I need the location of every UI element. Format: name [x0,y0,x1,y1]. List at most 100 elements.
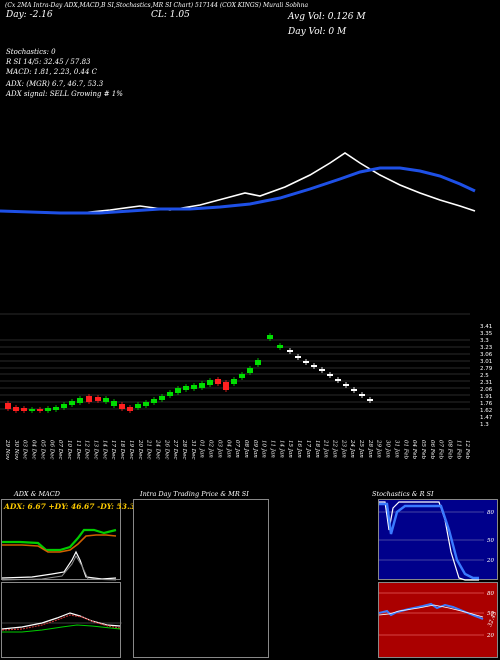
date-tick: 26 Dec [163,439,169,460]
price-tick: 2.79 [480,366,493,372]
date-tick: 08 Jan [243,440,249,458]
date-tick: 14 Dec [101,440,107,460]
date-tick: 11 Jan [270,440,276,458]
rsi-value: 32.45 [487,610,498,627]
date-tick: 10 Jan [261,440,267,458]
adx-panel-title: ADX & MACD [14,490,60,498]
price-tick: 3.35 [480,331,493,337]
date-tick: 17 Jan [305,440,311,458]
adx-line-grey [1,554,117,581]
rsi-tick-50: 50 [487,611,494,617]
date-tick: 08 Feb [447,440,453,460]
date-tick: 30 Nov [13,440,19,461]
date-tick: 11 Feb [455,440,461,460]
price-tick: 2.06 [480,387,493,393]
macd-mini-panel [1,582,122,658]
price-tick: 3.23 [480,345,493,351]
mini-macd-line [1,612,121,630]
date-tick: 09 Jan [252,440,258,458]
stoch-tick-50: 50 [487,538,494,544]
date-tick: 20 Dec [137,439,143,460]
stoch-k-line [379,501,479,581]
date-tick: 11 Dec [75,440,81,460]
close-price: CL: 1.05 [151,10,190,20]
mini-signal-line [1,614,121,631]
date-axis: 29 Nov 30 Nov 03 Dec 04 Dec 05 Dec 06 Dec 07 D… [4,439,470,461]
date-tick: 17 Dec [110,440,116,460]
price-tick: 1.62 [480,408,492,414]
price-tick: 1.76 [480,401,493,407]
adx-panel-readout: ADX: 6.67 +DY: 46.67 -DY: 53.33 [4,502,140,511]
date-tick: 12 Feb [464,440,470,460]
price-tick: 2.31 [480,380,492,386]
date-tick: 10 Dec [66,440,72,460]
stochastics-readout: Stochastics: 0 [6,48,56,56]
date-tick: 01 Feb [402,440,408,460]
date-tick: 05 Dec [39,440,45,460]
day-change: Day: -2.16 [6,10,53,20]
mini-hist-line [2,624,121,633]
date-tick: 28 Dec [181,439,187,460]
date-tick: 18 Dec [119,440,125,460]
date-tick: 01 Jan [199,440,205,458]
stoch-d-line [379,502,479,580]
date-tick: 16 Jan [296,440,302,458]
macd-chart [0,152,476,215]
rsi-readout: R SI 14/5: 32.45 / 57.83 [6,58,91,66]
date-tick: 07 Dec [57,440,63,460]
date-tick: 14 Jan [278,440,284,458]
price-tick: 3.3 [480,338,489,344]
date-tick: 27 Dec [172,439,178,460]
adx-panel: ADX: 6.67 +DY: 46.67 -DY: 53.33 [1,499,140,581]
price-axis: 3.413.353.33.233.063.012.792.52.312.061.… [480,324,493,428]
date-tick: 18 Jan [314,440,320,458]
chart-header-title: (Cx 2MA Intra-Day ADX,MACD,B SI,Stochast… [5,2,309,9]
date-tick: 19 Dec [128,440,134,460]
date-tick: 06 Feb [429,440,435,460]
date-tick: 31 Dec [190,440,196,460]
stoch-panel-title: Stochastics & R SI [372,490,434,498]
plus-di-line [2,528,117,552]
date-tick: 30 Jan [385,440,391,458]
date-tick: 07 Jan [234,440,240,458]
date-tick: 12 Dec [84,440,90,460]
price-tick: 3.01 [480,359,492,365]
date-tick: 13 Dec [93,440,99,460]
price-tick: 3.41 [480,324,492,330]
stochastics-panel: 80 50 20 [378,499,498,581]
date-tick: 22 Jan [331,439,337,458]
rsi-line [378,602,484,620]
date-tick: 23 Jan [340,439,346,458]
price-tick: 1.3 [480,422,489,428]
rsi-line-white [378,604,484,618]
signal-line [0,152,476,214]
date-tick: 31 Jan [393,440,399,458]
date-tick: 15 Jan [287,440,293,458]
price-tick: 2.5 [480,373,489,379]
date-tick: 21 Jan [323,439,329,458]
minus-di-line [2,534,117,553]
date-tick: 24 Dec [154,439,160,460]
adx-signal-readout: ADX signal: SELL Growing # 1% [6,90,123,98]
date-tick: 07 Feb [438,440,444,460]
date-tick: 04 Jan [225,440,231,458]
date-tick: 03 Jan [216,440,222,458]
date-tick: 04 Feb [411,440,417,460]
price-chart: 3.413.353.33.233.063.012.792.52.312.061.… [0,313,493,428]
date-tick: 02 Jan [208,440,214,458]
macd-line [0,166,476,215]
rsi-tick-80: 80 [487,591,494,597]
date-tick: 06 Dec [48,440,54,460]
price-grid [0,313,470,410]
intraday-panel [133,499,269,658]
day-volume: Day Vol: 0 M [288,27,347,37]
candles [5,333,373,413]
date-tick: 28 Jan [367,439,373,458]
intraday-panel-title: Intra Day Trading Price & MR SI [140,490,249,498]
average-volume: Avg Vol: 0.126 M [288,12,366,22]
date-tick: 21 Dec [146,439,152,460]
stoch-tick-20: 20 [486,558,494,564]
date-tick: 05 Feb [420,440,426,460]
date-tick: 24 Jan [349,439,355,458]
date-tick: 03 Dec [22,440,28,460]
